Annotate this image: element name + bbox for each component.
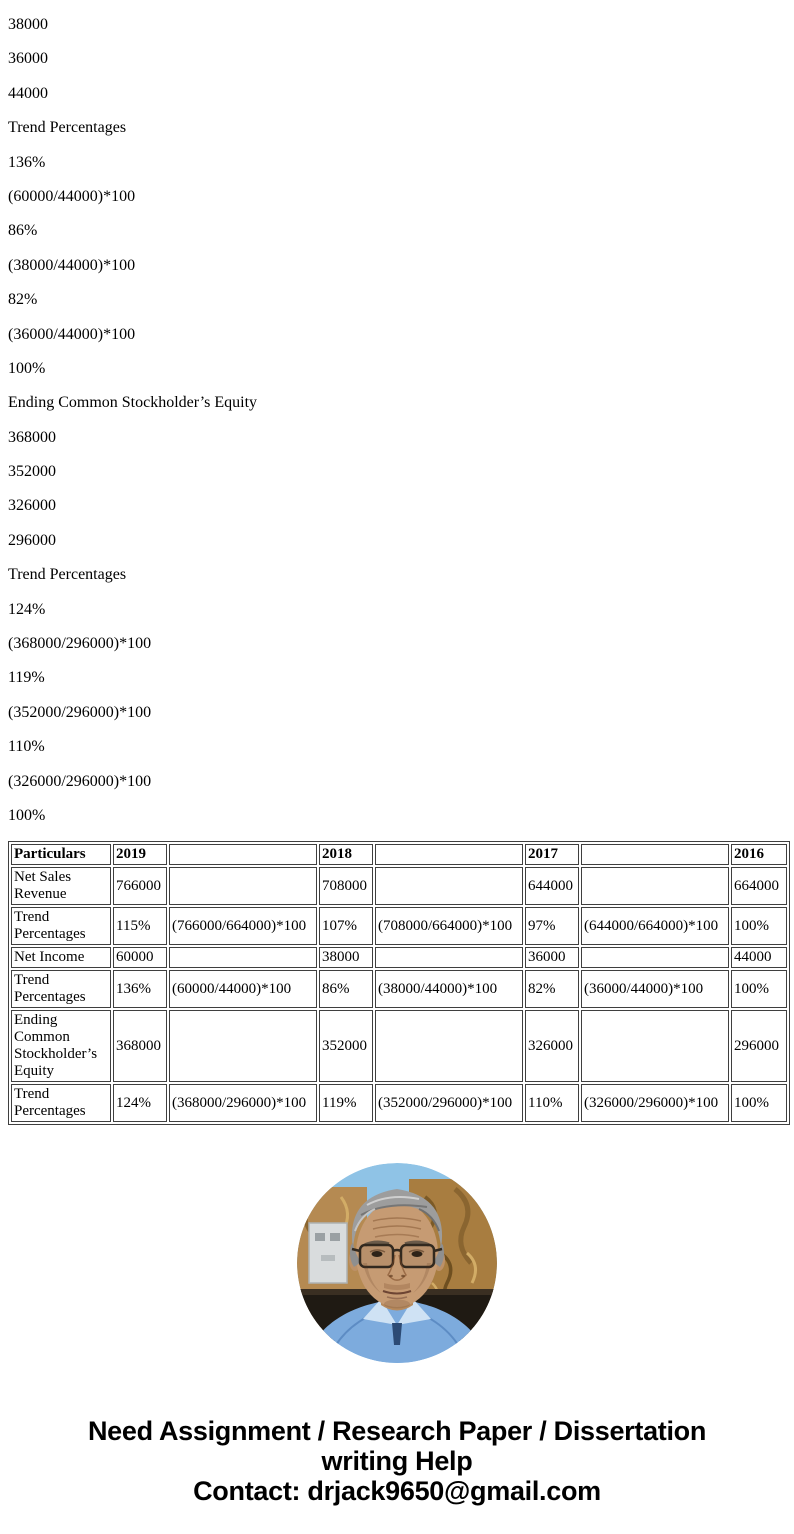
table-header-cell: 2019 [113, 844, 167, 866]
table-cell: 708000 [319, 867, 373, 906]
table-cell: 36000 [525, 947, 579, 969]
footer-banner: Need Assignment / Research Paper / Disse… [8, 1416, 786, 1506]
table-cell: (644000/664000)*100 [581, 907, 729, 946]
paragraph-line: 100% [8, 806, 46, 824]
table-cell: (352000/296000)*100 [375, 1084, 523, 1123]
table-row: Ending Common Stockholder’s Equity 368000… [11, 1010, 787, 1083]
table-cell: (38000/44000)*100 [375, 970, 523, 1009]
table-cell [375, 867, 523, 906]
table-row: Trend Percentages 136% (60000/44000)*100 86… [11, 970, 787, 1009]
table-cell [581, 947, 729, 969]
table-cell: 44000 [731, 947, 787, 969]
table-cell: 38000 [319, 947, 373, 969]
table-header-cell: 2018 [319, 844, 373, 866]
table-cell: 100% [731, 907, 787, 946]
tutor-portrait-photo [297, 1163, 497, 1364]
table-cell: 110% [525, 1084, 579, 1123]
paragraph-line: 110% [8, 738, 45, 756]
table-row: Net Income 60000 38000 36000 44000 [11, 947, 787, 969]
table-cell: 82% [525, 970, 579, 1009]
profile-photo-container [8, 1163, 786, 1368]
table-header-cell [375, 844, 523, 866]
table-cell: 100% [731, 970, 787, 1009]
table-header-cell [581, 844, 729, 866]
paragraph-line: 124% [8, 600, 46, 618]
footer-help-text-line2: writing Help [321, 1446, 473, 1477]
table-cell: 97% [525, 907, 579, 946]
paragraph-line: 38000 [8, 16, 48, 33]
table-cell: Net Sales Revenue [11, 867, 111, 906]
table-cell: 664000 [731, 867, 787, 906]
paragraph-line: Ending Common Stockholder’s Equity [8, 394, 258, 412]
paragraph-line: 86% [8, 222, 38, 240]
paragraph-line: (368000/296000)*100 [8, 635, 152, 653]
intro-text-block: 38000 36000 44000 Trend Percentages 136% (600… [8, 16, 786, 825]
table-cell: 766000 [113, 867, 167, 906]
table-cell: 60000 [113, 947, 167, 969]
table-cell: (766000/664000)*100 [169, 907, 317, 946]
paragraph-line: (60000/44000)*100 [8, 187, 136, 205]
paragraph-line: 352000 [8, 463, 56, 481]
paragraph-line: 82% [8, 291, 38, 309]
table-cell: (326000/296000)*100 [581, 1084, 729, 1123]
table-header-cell: 2017 [525, 844, 579, 866]
portrait-photo-illustration [297, 1163, 497, 1364]
table-cell [169, 947, 317, 969]
table-cell [375, 947, 523, 969]
table-cell: 124% [113, 1084, 167, 1123]
table-cell: (368000/296000)*100 [169, 1084, 317, 1123]
trend-percentages-table: Particulars 2019 2018 2017 2016 Net Sales Rev… [8, 841, 790, 1126]
table-cell: 352000 [319, 1010, 373, 1083]
paragraph-line: (36000/44000)*100 [8, 325, 136, 343]
paragraph-line: 136% [8, 153, 46, 171]
table-cell: 100% [731, 1084, 787, 1123]
table-cell [581, 867, 729, 906]
table-row: Trend Percentages 124% (368000/296000)*100… [11, 1084, 787, 1123]
paragraph-line: 296000 [8, 531, 56, 549]
table-cell: 115% [113, 907, 167, 946]
table-cell: 107% [319, 907, 373, 946]
paragraph-line: Trend Percentages [8, 119, 127, 137]
paragraph-line: (326000/296000)*100 [8, 772, 152, 790]
table-header-cell: 2016 [731, 844, 787, 866]
paragraph-line: 368000 [8, 428, 56, 446]
paragraph-line: 326000 [8, 497, 56, 515]
table-cell: 644000 [525, 867, 579, 906]
footer-help-text-line1: Need Assignment / Research Paper / Disse… [87, 1416, 707, 1447]
paragraph-line: 36000 [8, 50, 48, 68]
paragraph-line: 119% [8, 669, 45, 687]
table-cell: 119% [319, 1084, 373, 1123]
table-cell: Trend Percentages [11, 970, 111, 1009]
table-cell: (36000/44000)*100 [581, 970, 729, 1009]
paragraph-line: 100% [8, 359, 46, 377]
table-cell: Trend Percentages [11, 907, 111, 946]
table-header-cell [169, 844, 317, 866]
document-page: 38000 36000 44000 Trend Percentages 136% (600… [8, 16, 790, 1506]
table-row: Trend Percentages 115% (766000/664000)*100… [11, 907, 787, 946]
table-cell: 368000 [113, 1010, 167, 1083]
table-cell: 136% [113, 970, 167, 1009]
table-cell: Net Income [11, 947, 111, 969]
table-cell: (60000/44000)*100 [169, 970, 317, 1009]
paragraph-line: (352000/296000)*100 [8, 703, 152, 721]
table-cell: Ending Common Stockholder’s Equity [11, 1010, 111, 1083]
table-cell [581, 1010, 729, 1083]
paragraph-line: 44000 [8, 84, 48, 102]
table-header-cell: Particulars [11, 844, 111, 866]
table-cell: Trend Percentages [11, 1084, 111, 1123]
paragraph-line: Trend Percentages [8, 566, 127, 584]
table-cell [169, 1010, 317, 1083]
paragraph-line: (38000/44000)*100 [8, 256, 136, 274]
table-cell: 296000 [731, 1010, 787, 1083]
table-cell [169, 867, 317, 906]
table-header-row: Particulars 2019 2018 2017 2016 [11, 844, 787, 866]
table-cell [375, 1010, 523, 1083]
table-row: Net Sales Revenue 766000 708000 644000 66400… [11, 867, 787, 906]
table-cell: (708000/664000)*100 [375, 907, 523, 946]
table-cell: 86% [319, 970, 373, 1009]
footer-contact-email: Contact: drjack9650@gmail.com [193, 1476, 601, 1507]
table-cell: 326000 [525, 1010, 579, 1083]
